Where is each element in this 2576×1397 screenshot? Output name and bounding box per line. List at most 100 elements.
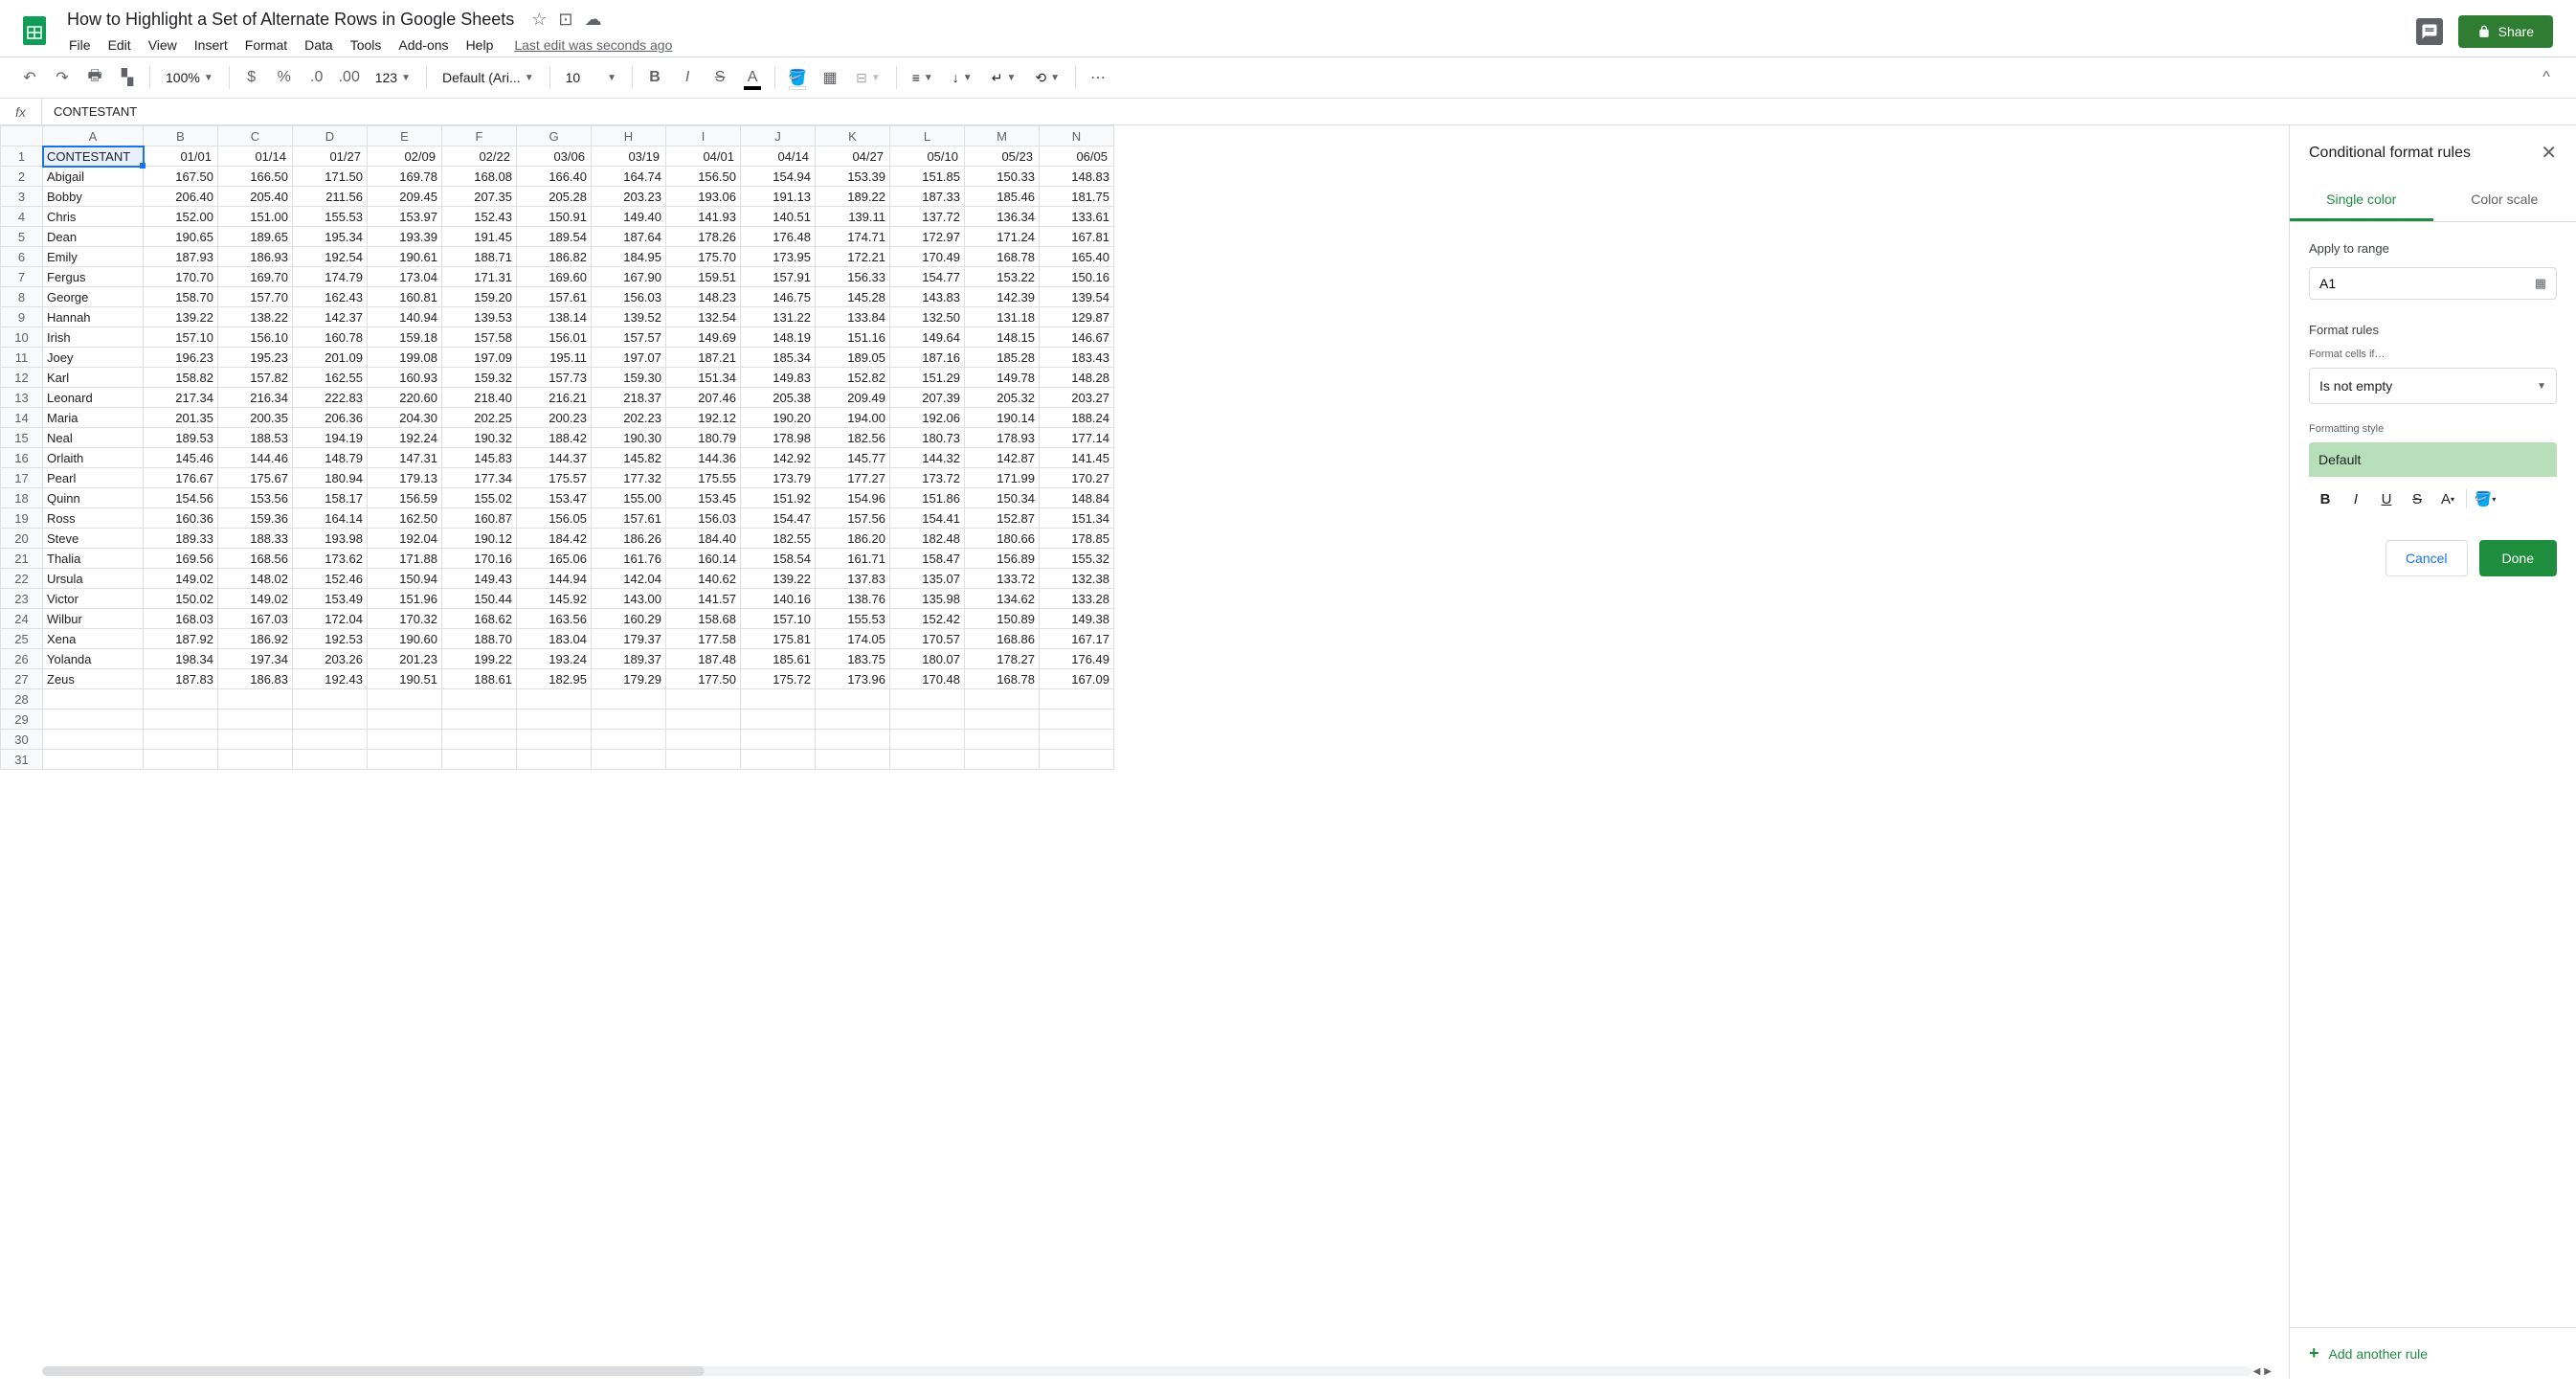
cell-14-I[interactable]: 192.12	[666, 408, 741, 428]
tab-color-scale[interactable]: Color scale	[2433, 180, 2576, 221]
cell-18-J[interactable]: 151.92	[741, 488, 816, 508]
cell-7-M[interactable]: 153.22	[965, 267, 1040, 287]
col-header-L[interactable]: L	[890, 126, 965, 146]
cell-29-N[interactable]	[1040, 710, 1114, 730]
cell-16-C[interactable]: 144.46	[218, 448, 293, 468]
close-icon[interactable]: ✕	[2541, 141, 2557, 165]
col-header-M[interactable]: M	[965, 126, 1040, 146]
cell-2-N[interactable]: 148.83	[1040, 167, 1114, 187]
cell-20-N[interactable]: 178.85	[1040, 529, 1114, 549]
cell-11-H[interactable]: 197.07	[592, 348, 666, 368]
merge-cells-icon[interactable]: ⊟▼	[848, 66, 888, 90]
cell-8-G[interactable]: 157.61	[517, 287, 592, 307]
row-header-9[interactable]: 9	[1, 307, 43, 327]
cell-28-F[interactable]	[442, 689, 517, 710]
cell-26-D[interactable]: 203.26	[293, 649, 368, 669]
cell-21-J[interactable]: 158.54	[741, 549, 816, 569]
cell-26-C[interactable]: 197.34	[218, 649, 293, 669]
cell-10-E[interactable]: 159.18	[368, 327, 442, 348]
row-header-25[interactable]: 25	[1, 629, 43, 649]
cell-1-H[interactable]: 03/19	[592, 146, 666, 167]
text-rotation-icon[interactable]: ⟲▼	[1027, 66, 1067, 90]
cell-14-J[interactable]: 190.20	[741, 408, 816, 428]
cell-6-M[interactable]: 168.78	[965, 247, 1040, 267]
cell-7-N[interactable]: 150.16	[1040, 267, 1114, 287]
cell-3-J[interactable]: 191.13	[741, 187, 816, 207]
cell-14-N[interactable]: 188.24	[1040, 408, 1114, 428]
range-input[interactable]	[2319, 276, 2535, 291]
col-header-A[interactable]: A	[43, 126, 144, 146]
cell-5-N[interactable]: 167.81	[1040, 227, 1114, 247]
row-header-27[interactable]: 27	[1, 669, 43, 689]
cell-18-I[interactable]: 153.45	[666, 488, 741, 508]
cell-8-L[interactable]: 143.83	[890, 287, 965, 307]
cell-27-I[interactable]: 177.50	[666, 669, 741, 689]
cell-20-G[interactable]: 184.42	[517, 529, 592, 549]
cell-3-M[interactable]: 185.46	[965, 187, 1040, 207]
cell-2-F[interactable]: 168.08	[442, 167, 517, 187]
cell-18-H[interactable]: 155.00	[592, 488, 666, 508]
cell-24-F[interactable]: 168.62	[442, 609, 517, 629]
cell-15-D[interactable]: 194.19	[293, 428, 368, 448]
font-size-select[interactable]: 10▼	[558, 66, 624, 89]
cell-21-C[interactable]: 168.56	[218, 549, 293, 569]
cell-3-K[interactable]: 189.22	[816, 187, 890, 207]
cell-5-E[interactable]: 193.39	[368, 227, 442, 247]
cell-23-E[interactable]: 151.96	[368, 589, 442, 609]
cell-30-K[interactable]	[816, 730, 890, 750]
cell-31-G[interactable]	[517, 750, 592, 770]
cell-21-D[interactable]: 173.62	[293, 549, 368, 569]
cell-1-N[interactable]: 06/05	[1040, 146, 1114, 167]
horizontal-align-icon[interactable]: ≡▼	[905, 66, 941, 89]
cell-19-G[interactable]: 156.05	[517, 508, 592, 529]
cell-9-H[interactable]: 139.52	[592, 307, 666, 327]
cell-14-K[interactable]: 194.00	[816, 408, 890, 428]
cell-28-H[interactable]	[592, 689, 666, 710]
cell-3-D[interactable]: 211.56	[293, 187, 368, 207]
cell-12-B[interactable]: 158.82	[144, 368, 218, 388]
cell-1-D[interactable]: 01/27	[293, 146, 368, 167]
menu-help[interactable]: Help	[459, 34, 502, 56]
cell-22-L[interactable]: 135.07	[890, 569, 965, 589]
cell-19-N[interactable]: 151.34	[1040, 508, 1114, 529]
cell-30-A[interactable]	[43, 730, 144, 750]
cell-27-M[interactable]: 168.78	[965, 669, 1040, 689]
cell-6-E[interactable]: 190.61	[368, 247, 442, 267]
row-header-13[interactable]: 13	[1, 388, 43, 408]
cell-14-D[interactable]: 206.36	[293, 408, 368, 428]
cell-31-F[interactable]	[442, 750, 517, 770]
col-header-E[interactable]: E	[368, 126, 442, 146]
text-wrap-icon[interactable]: ↵▼	[984, 66, 1024, 90]
cell-19-J[interactable]: 154.47	[741, 508, 816, 529]
cell-25-L[interactable]: 170.57	[890, 629, 965, 649]
cell-11-J[interactable]: 185.34	[741, 348, 816, 368]
cell-3-N[interactable]: 181.75	[1040, 187, 1114, 207]
cell-16-A[interactable]: Orlaith	[43, 448, 144, 468]
decrease-decimal-icon[interactable]: .0	[302, 63, 331, 92]
cell-9-C[interactable]: 138.22	[218, 307, 293, 327]
cell-19-E[interactable]: 162.50	[368, 508, 442, 529]
cell-8-M[interactable]: 142.39	[965, 287, 1040, 307]
select-all-corner[interactable]	[1, 126, 43, 146]
cell-29-J[interactable]	[741, 710, 816, 730]
cell-18-G[interactable]: 153.47	[517, 488, 592, 508]
cell-31-N[interactable]	[1040, 750, 1114, 770]
cell-29-C[interactable]	[218, 710, 293, 730]
cell-17-F[interactable]: 177.34	[442, 468, 517, 488]
cell-23-C[interactable]: 149.02	[218, 589, 293, 609]
cell-13-I[interactable]: 207.46	[666, 388, 741, 408]
borders-icon[interactable]: ▦	[816, 63, 844, 92]
row-header-21[interactable]: 21	[1, 549, 43, 569]
cell-16-G[interactable]: 144.37	[517, 448, 592, 468]
cell-29-K[interactable]	[816, 710, 890, 730]
cell-9-J[interactable]: 131.22	[741, 307, 816, 327]
cell-31-J[interactable]	[741, 750, 816, 770]
cell-27-J[interactable]: 175.72	[741, 669, 816, 689]
cell-4-F[interactable]: 152.43	[442, 207, 517, 227]
fmt-underline-icon[interactable]: U	[2374, 486, 2399, 511]
cell-20-K[interactable]: 186.20	[816, 529, 890, 549]
cell-17-L[interactable]: 173.72	[890, 468, 965, 488]
horizontal-scrollbar[interactable]	[42, 1366, 2251, 1376]
cell-24-J[interactable]: 157.10	[741, 609, 816, 629]
cell-25-I[interactable]: 177.58	[666, 629, 741, 649]
